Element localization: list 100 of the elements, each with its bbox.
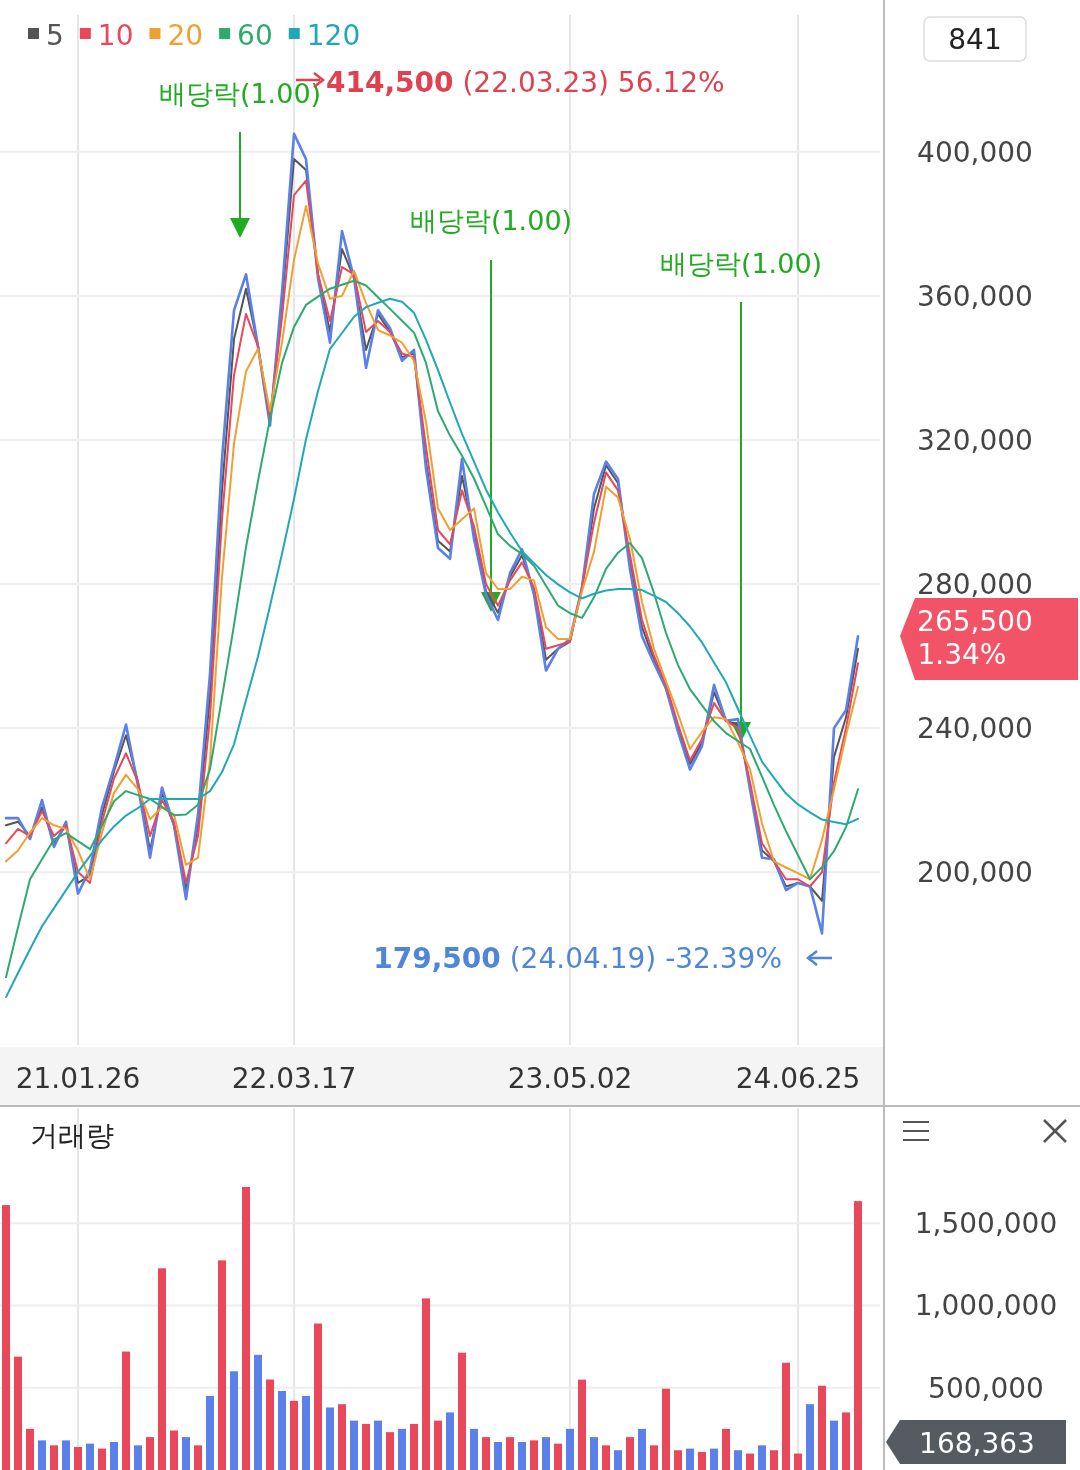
y-tick-label: 200,000: [917, 856, 1033, 890]
bar: [446, 1412, 454, 1470]
bar: [710, 1448, 718, 1470]
bar: [266, 1379, 274, 1470]
bar: [410, 1423, 418, 1470]
y-tick-label: 400,000: [917, 135, 1033, 169]
bar: [2, 1205, 10, 1470]
bar: [518, 1442, 526, 1470]
bar: [170, 1430, 178, 1470]
bar: [614, 1450, 622, 1470]
bar: [326, 1407, 334, 1470]
bar: [362, 1423, 370, 1470]
annotation: 414,500 (22.03.23) 56.12%: [326, 66, 725, 99]
bar: [398, 1428, 406, 1470]
bar: [626, 1437, 634, 1470]
annotation: 179,500 (24.04.19) -32.39%: [373, 942, 782, 975]
chart-title: 거래량: [30, 1119, 114, 1152]
bar: [50, 1445, 58, 1470]
bar: [158, 1268, 166, 1470]
bar: [782, 1362, 790, 1470]
bar: [122, 1351, 130, 1470]
bar: [722, 1428, 730, 1470]
bar: [314, 1323, 322, 1470]
bar: [434, 1420, 442, 1470]
bar: [374, 1420, 382, 1470]
text: 1.34%: [917, 638, 1007, 671]
y-tick-label: 280,000: [917, 568, 1033, 602]
bar: [14, 1356, 22, 1470]
bar: [638, 1428, 646, 1470]
y-tick-label: 1,000,000: [914, 1289, 1058, 1323]
bar: [230, 1371, 238, 1470]
annotation: 배당락(1.00): [158, 78, 322, 109]
y-tick-label: 240,000: [917, 712, 1033, 746]
bar: [554, 1443, 562, 1470]
bar: [590, 1437, 598, 1470]
bar: [350, 1420, 358, 1470]
bar: [842, 1412, 850, 1470]
bar: [194, 1445, 202, 1470]
bar: [794, 1453, 802, 1470]
legend-label: 120: [306, 19, 361, 52]
bar: [482, 1437, 490, 1470]
bar: [542, 1437, 550, 1470]
bar: [806, 1404, 814, 1470]
y-tick-label: 500,000: [928, 1371, 1044, 1405]
x-tick-label: 23.05.02: [507, 1062, 633, 1095]
bar: [662, 1388, 670, 1470]
bar: [74, 1446, 82, 1470]
bar: [698, 1451, 706, 1470]
bar: [470, 1428, 478, 1470]
bar: [242, 1186, 250, 1470]
bar: [146, 1437, 154, 1470]
bar: [254, 1354, 262, 1470]
bar: [494, 1442, 502, 1470]
bar: [566, 1428, 574, 1470]
bar: [134, 1445, 142, 1470]
x-tick-label: 22.03.17: [231, 1062, 357, 1095]
x-tick-label: 24.06.25: [735, 1062, 861, 1095]
bar: [686, 1448, 694, 1470]
bar: [386, 1432, 394, 1470]
bar: [302, 1395, 310, 1470]
bar: [110, 1442, 118, 1470]
bar: [62, 1440, 70, 1470]
bar: [746, 1453, 754, 1470]
x-tick-label: 21.01.26: [15, 1062, 141, 1095]
bar: [650, 1445, 658, 1470]
bar: [530, 1440, 538, 1470]
bar: [854, 1201, 862, 1470]
bar: [830, 1420, 838, 1470]
legend-label: 20: [167, 19, 204, 52]
bar: [458, 1352, 466, 1470]
bar: [422, 1298, 430, 1470]
annotation: 배당락(1.00): [409, 205, 573, 236]
text: 168,363: [919, 1427, 1035, 1460]
bar: [38, 1440, 46, 1470]
text: 265,500: [917, 605, 1033, 638]
bar: [98, 1448, 106, 1470]
bar: [602, 1445, 610, 1470]
bar: [218, 1260, 226, 1470]
bar: [26, 1428, 34, 1470]
bar: [206, 1395, 214, 1470]
y-tick-label: 320,000: [917, 423, 1033, 457]
bar: [182, 1437, 190, 1470]
y-tick-label: 360,000: [917, 279, 1033, 313]
annotation: 배당락(1.00): [659, 248, 823, 279]
y-tick-label: 1,500,000: [914, 1207, 1058, 1241]
bar: [818, 1385, 826, 1470]
bar: [770, 1450, 778, 1470]
bar: [674, 1450, 682, 1470]
legend-label: 60: [237, 19, 273, 52]
bar: [734, 1450, 742, 1470]
legend-label: 10: [97, 19, 134, 52]
bar: [86, 1443, 94, 1470]
bar: [506, 1437, 514, 1470]
bar: [278, 1391, 286, 1470]
bar: [578, 1379, 586, 1470]
bar: [758, 1445, 766, 1470]
bar: [290, 1400, 298, 1470]
bar: [338, 1404, 346, 1470]
legend-label: 5: [46, 19, 64, 52]
text: 841: [948, 23, 1002, 56]
